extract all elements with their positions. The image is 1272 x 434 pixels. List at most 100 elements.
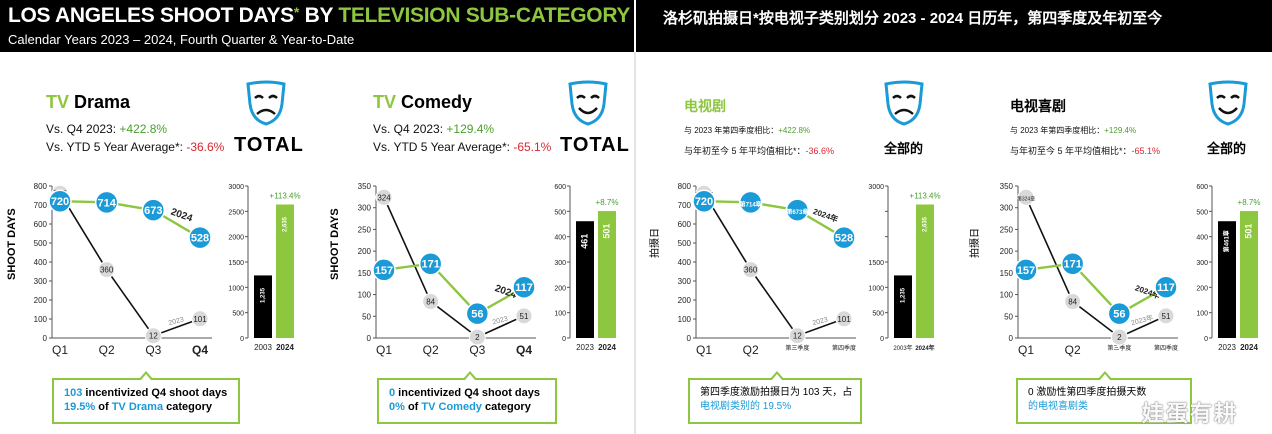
series-2024-point-label: 171 xyxy=(421,259,439,271)
series-2023-point xyxy=(144,327,162,345)
series-2024-point xyxy=(1154,275,1178,299)
total-label: TOTAL xyxy=(234,134,304,156)
header-english: LOS ANGELES SHOOT DAYS* BY TELEVISION SU… xyxy=(0,0,634,52)
bar xyxy=(1218,221,1236,338)
total-label: TOTAL xyxy=(560,134,630,156)
mask-mouth xyxy=(894,108,914,115)
bar-value-label: 1,235 xyxy=(901,287,907,303)
series-2024-point-label: 第714章 xyxy=(739,200,762,208)
x-tick-label: Q4 xyxy=(516,343,532,357)
mask-eye xyxy=(1230,94,1240,99)
y-tick-label: 300 xyxy=(358,204,372,213)
y-tick-label: 100 xyxy=(678,315,692,324)
callout-pointer-inner xyxy=(465,374,475,380)
y-tick-label: 0 xyxy=(880,336,884,343)
y-tick-label: 0 xyxy=(1009,334,1014,343)
line-chart: 0 100 200 300 400 500 600 700 800 Q1 Q2 第三季度 第四季度 202… xyxy=(678,182,856,357)
series-2023-line xyxy=(703,192,845,337)
y-tick-label: 700 xyxy=(34,201,48,210)
x-tick-label: Q2 xyxy=(1065,343,1081,357)
y-tick-label: 200 xyxy=(678,296,692,305)
y-tick-label: 300 xyxy=(678,277,692,286)
y-axis-label: SHOOT DAYS xyxy=(6,208,18,280)
series-2024-point-label: 117 xyxy=(1157,282,1175,294)
series-2023-point xyxy=(468,328,486,346)
stat-ytd: Vs. YTD 5 Year Average*: -36.6% xyxy=(46,140,225,154)
y-tick-label: 0 xyxy=(687,334,692,343)
y-tick-label: 2500 xyxy=(228,209,244,216)
series-2024-point-label: 56 xyxy=(1113,309,1125,321)
series-2023-point xyxy=(515,307,533,325)
series-2024-point xyxy=(465,301,490,326)
y-axis-label: SHOOT DAYS xyxy=(329,208,341,280)
series-2024-line xyxy=(383,262,525,316)
x-tick-label: 2024年 xyxy=(915,344,934,352)
drama-mask-icon xyxy=(884,80,924,126)
series-2023-point-label: 12 xyxy=(149,332,158,341)
callout-pointer-inner xyxy=(772,374,782,380)
series-2023-point xyxy=(742,261,760,279)
page-title-cn: 洛杉矶拍摄日*按电视子类别划分 2023 - 2024 日历年，第四季度及年初至… xyxy=(663,10,1163,27)
y-tick-label: 400 xyxy=(554,235,566,242)
series-2024-point xyxy=(832,225,856,250)
series-2024-point xyxy=(512,275,536,299)
bar xyxy=(1240,211,1258,338)
y-tick-label: 100 xyxy=(1196,311,1208,318)
y-tick-label: 0 xyxy=(43,334,48,343)
y-axis-label: 拍摄日 xyxy=(970,228,981,258)
callout-box: 第四季度激励拍摄日为 103 天，占 电视剧类别的 19.5% xyxy=(688,378,862,424)
bar-chart: 0 500 1000 1500 3000 1,235 2003年 2,635 2024年 +113… xyxy=(868,184,940,352)
stat-q4: 与 2023 年第四季度相比：+129.4% xyxy=(1010,126,1137,135)
series-2023-line xyxy=(383,196,525,339)
change-label: +8.7% xyxy=(1238,198,1261,207)
series-2023-name: 2023年 xyxy=(1130,313,1154,328)
y-tick-label: 100 xyxy=(358,291,372,300)
x-tick-label: Q2 xyxy=(423,343,439,357)
series-2023-point xyxy=(835,310,853,328)
change-label: +8.7% xyxy=(596,198,619,207)
y-tick-label: 600 xyxy=(554,184,566,191)
series-2023-point-label: 12 xyxy=(793,332,802,341)
series-2024-point xyxy=(1060,251,1085,276)
stat-ytd: 与年初至今 5 年平均值相比*：-36.6% xyxy=(684,146,835,156)
series-2023-line xyxy=(59,192,201,337)
series-2023-point-label: 51 xyxy=(1162,312,1171,321)
mask-mouth xyxy=(256,108,276,115)
y-tick-label: 2000 xyxy=(228,235,244,242)
mask-eye xyxy=(590,94,600,99)
y-tick-label: 300 xyxy=(1196,260,1208,267)
y-tick-label: 1500 xyxy=(868,260,884,267)
bar-value-label: 1,235 xyxy=(261,287,267,303)
series-2023-name: 2023 xyxy=(812,316,829,327)
callout-pointer-inner xyxy=(141,374,151,380)
change-label: +113.4% xyxy=(269,191,300,200)
page-title: LOS ANGELES SHOOT DAYS* BY TELEVISION SU… xyxy=(8,4,631,27)
bar xyxy=(894,275,912,338)
y-tick-label: 400 xyxy=(1196,235,1208,242)
y-tick-label: 500 xyxy=(678,239,692,248)
y-tick-label: 400 xyxy=(678,258,692,267)
category-title: TV Drama xyxy=(46,92,131,112)
callout-box: 0 激励性第四季度拍摄天数 的电视喜剧类 xyxy=(1016,378,1192,424)
series-2023-point-label: 84 xyxy=(426,298,435,307)
y-tick-label: 150 xyxy=(358,269,372,278)
bar xyxy=(576,221,594,338)
series-2024-point-label: 117 xyxy=(515,282,533,294)
series-2023-point-label: 360 xyxy=(744,266,758,275)
y-tick-label: 800 xyxy=(678,182,692,191)
bar xyxy=(916,204,934,338)
series-2024-point xyxy=(188,225,212,250)
y-tick-label: 350 xyxy=(1000,182,1014,191)
y-tick-label: 150 xyxy=(1000,269,1014,278)
y-tick-label: 100 xyxy=(554,311,566,318)
series-2024-point-label: 第673章 xyxy=(785,208,808,216)
divider-line xyxy=(634,52,636,434)
x-tick-label: Q1 xyxy=(376,343,392,357)
stat-q4: Vs. Q4 2023: +129.4% xyxy=(373,122,495,136)
series-2023-point-label: 101 xyxy=(193,315,207,324)
mask-eye xyxy=(906,94,916,99)
series-2023-point-label: 2 xyxy=(475,333,480,342)
mask-eye xyxy=(576,94,586,99)
series-2024-point xyxy=(94,190,119,215)
